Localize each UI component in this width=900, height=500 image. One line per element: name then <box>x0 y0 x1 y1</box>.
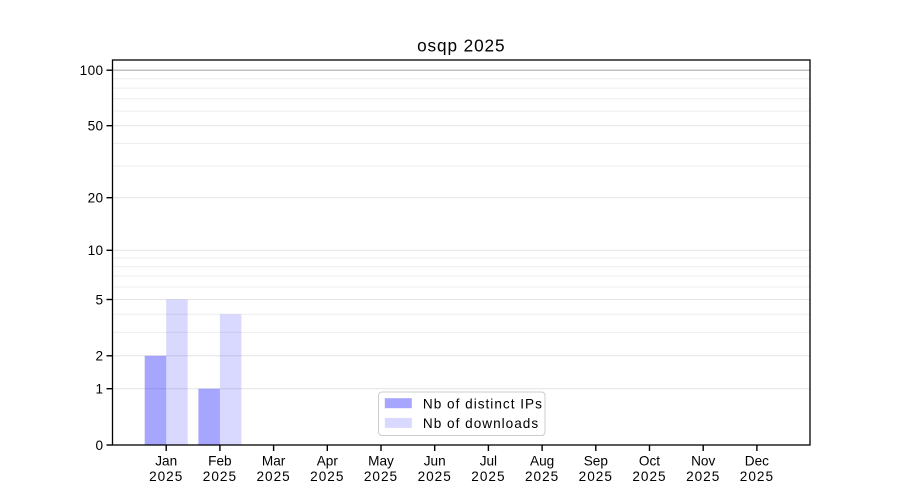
svg-text:Nb of distinct IPs: Nb of distinct IPs <box>423 396 543 411</box>
svg-text:2025: 2025 <box>525 469 559 484</box>
svg-text:2025: 2025 <box>686 469 720 484</box>
svg-text:Sep: Sep <box>584 454 608 469</box>
svg-text:10: 10 <box>88 243 104 258</box>
svg-text:2025: 2025 <box>149 469 183 484</box>
svg-text:Nb of downloads: Nb of downloads <box>423 416 539 431</box>
svg-text:2025: 2025 <box>579 469 613 484</box>
svg-text:2: 2 <box>96 349 104 364</box>
svg-text:Jan: Jan <box>155 454 177 469</box>
svg-text:2025: 2025 <box>256 469 290 484</box>
svg-text:Aug: Aug <box>530 454 554 469</box>
svg-text:Nov: Nov <box>691 454 715 469</box>
svg-text:Mar: Mar <box>262 454 286 469</box>
svg-text:Apr: Apr <box>317 454 339 469</box>
svg-text:2025: 2025 <box>310 469 344 484</box>
svg-text:2025: 2025 <box>203 469 237 484</box>
svg-text:osqp 2025: osqp 2025 <box>417 35 505 55</box>
svg-text:Jun: Jun <box>424 454 446 469</box>
svg-text:50: 50 <box>88 119 104 134</box>
svg-text:5: 5 <box>96 292 104 307</box>
svg-text:2025: 2025 <box>418 469 452 484</box>
svg-text:Dec: Dec <box>745 454 769 469</box>
svg-text:2025: 2025 <box>364 469 398 484</box>
svg-text:Oct: Oct <box>639 454 660 469</box>
svg-text:Feb: Feb <box>208 454 231 469</box>
svg-text:100: 100 <box>80 63 104 78</box>
svg-text:0: 0 <box>96 438 104 453</box>
svg-text:2025: 2025 <box>471 469 505 484</box>
svg-text:Jul: Jul <box>480 454 497 469</box>
svg-text:2025: 2025 <box>740 469 774 484</box>
svg-text:May: May <box>368 454 394 469</box>
svg-text:20: 20 <box>88 191 104 206</box>
svg-text:1: 1 <box>96 382 104 397</box>
svg-text:2025: 2025 <box>632 469 666 484</box>
